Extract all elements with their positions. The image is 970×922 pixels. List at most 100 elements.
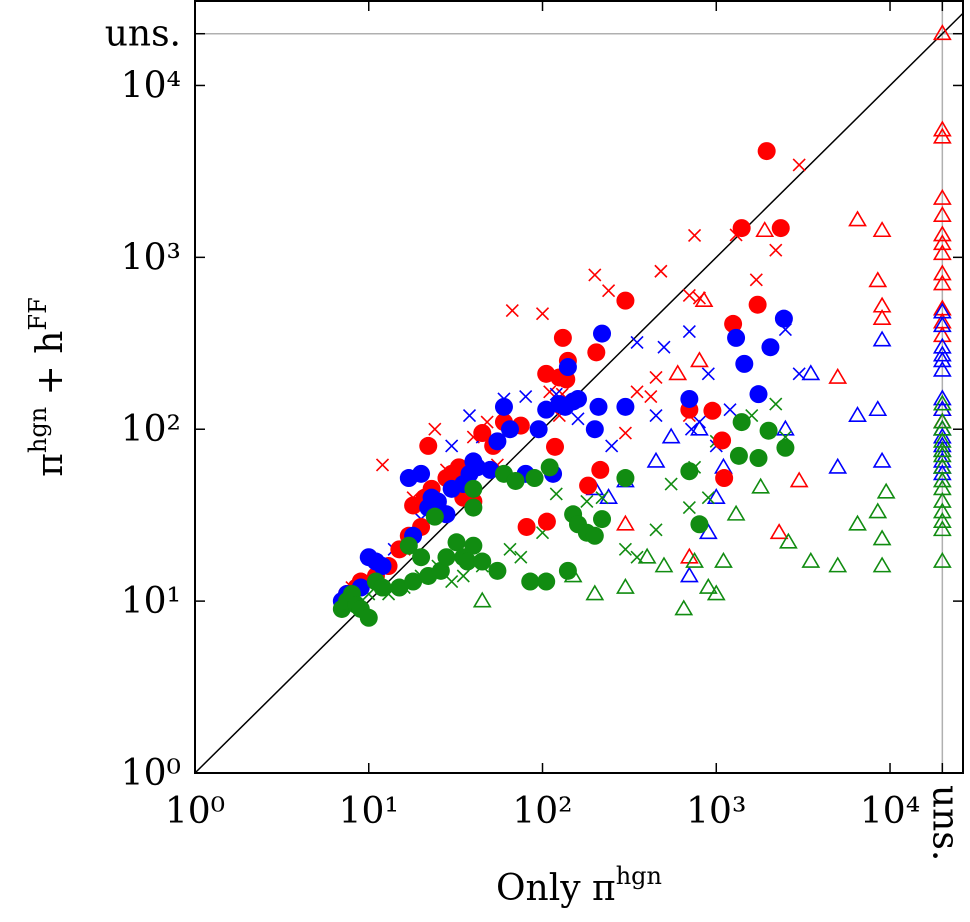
- circle-marker: [759, 421, 778, 440]
- circle-marker: [373, 557, 392, 576]
- circle-marker: [749, 385, 768, 404]
- triangle-marker: [932, 394, 952, 411]
- x-tick-label: 10²: [512, 791, 572, 832]
- cross-marker: [375, 458, 390, 472]
- circle-marker: [537, 512, 556, 531]
- x-axis-label-part: hgn: [616, 862, 662, 890]
- triangle-marker: [828, 556, 848, 573]
- triangle-marker: [868, 271, 888, 288]
- triangle-marker: [828, 457, 848, 474]
- circle-marker: [494, 397, 513, 416]
- circle-marker: [749, 449, 768, 468]
- cross-marker: [701, 367, 715, 381]
- y-axis-label-part: π: [30, 453, 71, 477]
- triangle-marker: [932, 551, 952, 568]
- circle-marker: [412, 548, 431, 567]
- y-axis-label-part: hgn: [24, 407, 52, 453]
- circle-marker: [680, 462, 699, 481]
- triangle-marker: [872, 451, 892, 468]
- cross-marker: [649, 409, 663, 423]
- circle-marker: [724, 314, 743, 333]
- circle-marker: [373, 578, 392, 597]
- cross-marker: [749, 273, 763, 287]
- y-tick-label: 10⁰: [121, 753, 181, 794]
- cross-marker: [595, 491, 609, 505]
- circle-marker: [727, 328, 746, 347]
- circle-marker: [616, 397, 635, 416]
- cross-marker: [514, 550, 528, 564]
- circle-marker: [558, 358, 577, 377]
- circle-marker: [593, 510, 612, 529]
- circle-marker: [431, 561, 450, 580]
- cross-marker: [682, 501, 696, 515]
- circle-marker: [464, 498, 483, 517]
- circle-marker: [591, 460, 610, 479]
- triangle-marker: [932, 389, 952, 406]
- circle-marker: [390, 578, 409, 597]
- triangle-marker: [679, 566, 699, 583]
- triangle-marker: [932, 316, 952, 333]
- circle-marker: [558, 561, 577, 580]
- triangle-marker: [876, 482, 896, 499]
- triangle-marker: [698, 577, 718, 594]
- cross-marker: [630, 550, 644, 564]
- circle-marker: [703, 401, 722, 420]
- cross-marker: [692, 415, 706, 429]
- cross-marker: [505, 304, 519, 318]
- triangle-marker: [776, 419, 795, 436]
- circle-marker: [761, 338, 780, 357]
- circle-marker: [585, 420, 604, 439]
- cross-marker: [657, 340, 671, 354]
- triangle-marker: [848, 210, 867, 227]
- cross-marker: [588, 268, 602, 282]
- cross-marker: [692, 291, 706, 305]
- cross-marker: [571, 412, 585, 426]
- circle-marker: [732, 219, 751, 238]
- cross-marker: [605, 439, 619, 453]
- y-tick-label: 10¹: [121, 581, 181, 622]
- triangle-marker: [706, 584, 726, 601]
- x-axis-label-part: Only π: [496, 868, 616, 909]
- triangle-marker: [932, 264, 952, 281]
- cross-marker: [445, 439, 459, 453]
- triangle-marker: [872, 529, 892, 546]
- cross-marker: [682, 288, 696, 303]
- triangle-marker: [932, 234, 952, 251]
- circle-marker: [521, 572, 540, 591]
- triangle-marker: [932, 446, 952, 463]
- circle-marker: [568, 389, 587, 408]
- circle-marker: [593, 324, 612, 343]
- cross-marker: [428, 422, 442, 436]
- cross-marker: [503, 542, 517, 556]
- triangle-marker: [726, 504, 746, 521]
- circle-marker: [458, 552, 477, 571]
- triangle-marker: [801, 364, 821, 381]
- x-tick-label: 10³: [686, 791, 746, 832]
- circle-marker: [525, 469, 544, 488]
- circle-marker: [546, 437, 565, 456]
- x-tick-label: 10⁴: [860, 791, 920, 832]
- triangle-marker: [932, 205, 952, 222]
- circle-marker: [540, 458, 559, 477]
- circle-marker: [729, 446, 748, 465]
- circle-marker: [616, 291, 635, 310]
- circle-marker: [529, 420, 548, 439]
- cross-marker: [792, 158, 806, 172]
- triangle-marker: [706, 488, 726, 505]
- y-tick-label: 10⁴: [121, 65, 181, 106]
- triangle-marker: [932, 520, 952, 537]
- y-axis-label: πhgn + hFF: [24, 297, 71, 477]
- circle-marker: [579, 476, 598, 495]
- triangle-marker: [668, 364, 688, 381]
- circle-marker: [447, 533, 466, 552]
- cross-marker: [456, 569, 470, 583]
- triangle-marker: [932, 120, 952, 137]
- cross-marker: [687, 228, 702, 243]
- cross-marker: [602, 284, 616, 298]
- triangle-marker: [872, 221, 892, 238]
- triangle-marker: [585, 584, 605, 601]
- triangle-marker: [932, 244, 952, 261]
- circle-marker: [715, 469, 734, 488]
- circle-marker: [488, 432, 507, 451]
